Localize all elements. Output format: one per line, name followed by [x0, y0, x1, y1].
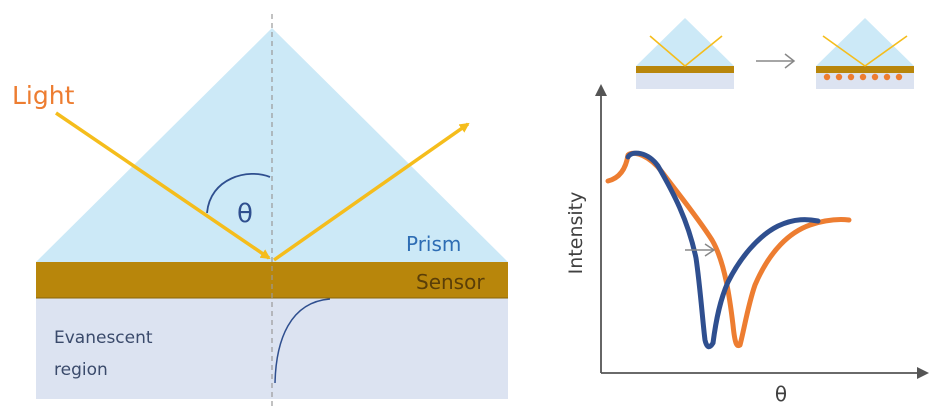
sensor-label: Sensor	[416, 270, 485, 294]
molecule-dot	[883, 73, 891, 81]
spr-setup: Light θ Prism Sensor Evanescent region	[12, 14, 508, 409]
mini-prism-after	[816, 18, 914, 89]
light-label: Light	[12, 81, 75, 110]
evanescent-label-line2: region	[54, 360, 108, 380]
mini-prism-after-body	[816, 18, 914, 66]
curve-before-binding	[625, 150, 821, 350]
molecule-dot	[835, 73, 843, 81]
y-axis-label: Intensity	[565, 192, 587, 275]
theta-label: θ	[237, 199, 253, 229]
evanescent-label-line1: Evanescent	[54, 328, 153, 348]
mini-prism-before-base	[636, 73, 734, 89]
bound-molecules	[823, 73, 903, 81]
mini-prism-before-sensor	[636, 66, 734, 73]
mini-prism-before	[636, 18, 734, 89]
curve-after-binding	[605, 150, 852, 349]
mini-prism-after-sensor	[816, 66, 914, 73]
angle-arc	[206, 173, 271, 214]
molecule-dot	[823, 73, 831, 81]
mini-prism-after-ray-in	[822, 35, 866, 67]
mini-prism-after-ray-out	[864, 35, 908, 67]
mini-prism-before-body	[636, 18, 734, 66]
molecule-dot	[847, 73, 855, 81]
transition-arrow	[756, 53, 796, 69]
x-axis-label: θ	[775, 382, 787, 406]
prism-label: Prism	[406, 232, 461, 256]
mini-prism-before-ray-out	[684, 35, 723, 67]
spr-plot: Intensity θ	[565, 84, 929, 406]
reflected-light-ray	[272, 122, 470, 262]
evanescent-decay-curve	[274, 298, 331, 384]
shift-arrow	[685, 243, 716, 257]
molecule-dot	[859, 73, 867, 81]
mini-prism-before-ray-in	[649, 35, 686, 67]
molecule-dot	[895, 73, 903, 81]
molecule-dot	[871, 73, 879, 81]
incident-light-ray	[55, 111, 271, 260]
